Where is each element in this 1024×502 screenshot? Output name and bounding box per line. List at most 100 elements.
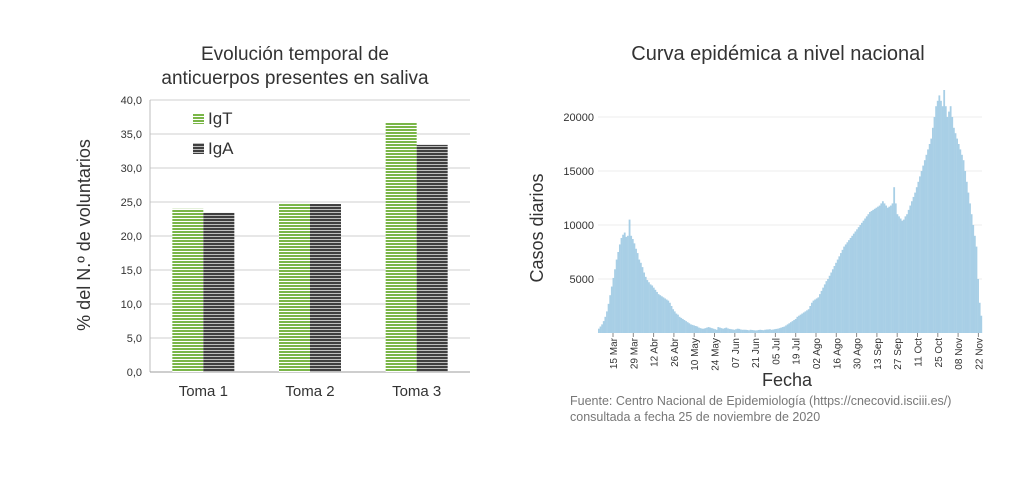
bar-igt-2 bbox=[279, 204, 310, 372]
daily-cases-bar bbox=[686, 322, 689, 333]
daily-cases-bar bbox=[817, 297, 820, 333]
daily-cases-bar bbox=[599, 326, 602, 333]
daily-cases-bar bbox=[904, 216, 907, 333]
daily-cases-bar bbox=[948, 111, 950, 333]
daily-cases-bar bbox=[896, 214, 899, 333]
daily-cases-bar bbox=[843, 246, 846, 333]
left-y-tick-label: 20,0 bbox=[121, 231, 142, 243]
daily-cases-bar bbox=[873, 208, 876, 333]
daily-cases-bar bbox=[760, 329, 763, 333]
daily-cases-bar bbox=[902, 219, 905, 333]
daily-cases-bar bbox=[736, 328, 739, 333]
daily-cases-bar bbox=[827, 279, 829, 333]
daily-cases-bar bbox=[754, 330, 757, 333]
daily-cases-bar bbox=[848, 240, 850, 333]
daily-cases-bar bbox=[681, 318, 684, 333]
daily-cases-bar bbox=[835, 262, 837, 333]
daily-cases-bar bbox=[628, 219, 631, 333]
daily-cases-bar bbox=[886, 207, 889, 333]
left-y-axis-label: % del N.º de voluntarios bbox=[74, 139, 94, 331]
daily-cases-bar bbox=[856, 229, 858, 333]
daily-cases-bar bbox=[767, 329, 770, 333]
daily-cases-bar bbox=[927, 149, 929, 333]
daily-cases-bar bbox=[804, 311, 807, 333]
daily-cases-bar bbox=[814, 299, 817, 333]
daily-cases-bar bbox=[812, 300, 815, 333]
daily-cases-bar bbox=[668, 302, 671, 333]
daily-cases-bar bbox=[836, 259, 839, 333]
daily-cases-bar bbox=[844, 244, 847, 333]
daily-cases-bar bbox=[646, 280, 649, 333]
left-y-tick-label: 10,0 bbox=[121, 299, 142, 311]
daily-cases-bar bbox=[893, 187, 896, 333]
daily-cases-bar bbox=[730, 329, 733, 333]
daily-cases-bar bbox=[667, 300, 670, 333]
daily-cases-bar bbox=[973, 235, 976, 333]
daily-cases-bar bbox=[920, 171, 923, 333]
daily-cases-bar bbox=[956, 138, 958, 333]
daily-cases-bar bbox=[638, 259, 641, 333]
daily-cases-bar bbox=[757, 329, 760, 333]
daily-cases-bar bbox=[894, 203, 897, 333]
left-x-tick-label: Toma 2 bbox=[285, 383, 334, 400]
daily-cases-bar bbox=[649, 284, 652, 333]
daily-cases-bar bbox=[831, 269, 834, 333]
daily-cases-bar bbox=[936, 100, 939, 333]
daily-cases-bar bbox=[783, 326, 786, 333]
daily-cases-bar bbox=[618, 244, 621, 333]
daily-cases-bar bbox=[723, 328, 726, 333]
daily-cases-bar bbox=[620, 237, 623, 333]
bar-iga-1 bbox=[203, 212, 235, 372]
daily-cases-bar bbox=[727, 328, 729, 333]
daily-cases-bar bbox=[698, 327, 700, 333]
daily-cases-bar bbox=[859, 225, 862, 333]
daily-cases-bar bbox=[801, 313, 804, 333]
right-x-tick-label: 05 Jul bbox=[771, 338, 782, 365]
daily-cases-bar bbox=[617, 252, 620, 333]
left-y-tick-label: 15,0 bbox=[121, 265, 142, 277]
daily-cases-bar bbox=[851, 235, 854, 333]
daily-cases-bar bbox=[964, 171, 967, 333]
legend-label-igt: IgT bbox=[208, 109, 233, 128]
daily-cases-bar bbox=[820, 290, 823, 333]
daily-cases-bar bbox=[665, 299, 668, 333]
daily-cases-bar bbox=[607, 303, 610, 333]
daily-cases-bar bbox=[923, 160, 926, 333]
daily-cases-bar bbox=[954, 133, 957, 333]
daily-cases-bar bbox=[799, 314, 802, 333]
daily-cases-bar bbox=[912, 196, 915, 333]
bar-iga-2 bbox=[310, 204, 341, 372]
daily-cases-bar bbox=[660, 296, 663, 333]
daily-cases-bar bbox=[664, 298, 666, 333]
daily-cases-bar bbox=[773, 329, 776, 333]
daily-cases-bar bbox=[860, 222, 863, 333]
daily-cases-bar bbox=[677, 314, 679, 333]
daily-cases-bar bbox=[802, 312, 805, 333]
daily-cases-bar bbox=[938, 95, 941, 334]
right-x-tick-label: 21 Jun bbox=[751, 338, 762, 368]
right-x-tick-label: 02 Ago bbox=[812, 338, 823, 370]
left-y-tick-label: 35,0 bbox=[121, 129, 142, 141]
daily-cases-bar bbox=[704, 328, 707, 333]
daily-cases-bar bbox=[962, 160, 965, 333]
daily-cases-bar bbox=[694, 325, 697, 333]
daily-cases-bar bbox=[946, 117, 949, 333]
daily-cases-bar bbox=[725, 327, 728, 333]
daily-cases-bar bbox=[717, 327, 720, 333]
daily-cases-bar bbox=[822, 287, 825, 333]
antibody-bar-chart: Evolución temporal de anticuerpos presen… bbox=[74, 44, 470, 400]
left-y-tick-label: 30,0 bbox=[121, 163, 142, 175]
daily-cases-bar bbox=[764, 329, 766, 333]
daily-cases-bar bbox=[891, 203, 894, 333]
daily-cases-bar bbox=[630, 235, 633, 333]
daily-cases-bar bbox=[699, 328, 702, 333]
daily-cases-bar bbox=[598, 328, 600, 333]
daily-cases-bar bbox=[865, 216, 868, 333]
daily-cases-bar bbox=[748, 330, 750, 333]
daily-cases-bar bbox=[735, 329, 737, 333]
daily-cases-bar bbox=[969, 203, 971, 333]
daily-cases-bar bbox=[651, 285, 654, 333]
daily-cases-bar bbox=[794, 318, 797, 333]
right-x-tick-label: 30 Ago bbox=[853, 338, 864, 370]
daily-cases-bar bbox=[940, 100, 942, 333]
